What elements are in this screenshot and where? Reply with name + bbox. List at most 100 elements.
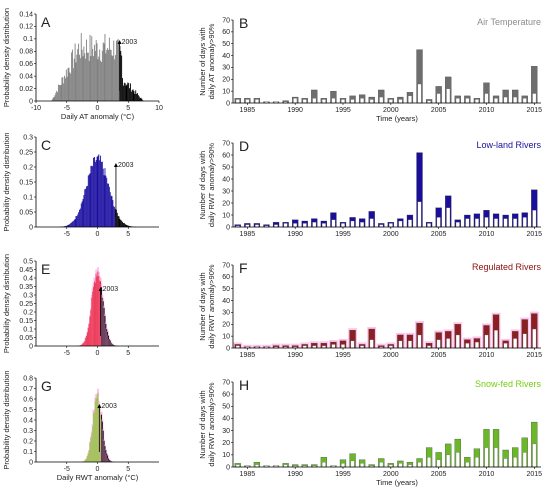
hist-bin xyxy=(109,49,111,101)
bar-inner xyxy=(388,223,393,228)
bar-inner xyxy=(474,341,479,349)
y-tick-label: 0.3 xyxy=(23,134,33,141)
bar-inner xyxy=(446,88,451,104)
y-tick-label: 0.5 xyxy=(23,407,33,414)
hist-bin xyxy=(85,188,87,227)
hist-bin xyxy=(93,157,94,227)
hist-bin xyxy=(86,185,88,227)
bar-inner xyxy=(465,461,470,468)
bar-inner xyxy=(312,98,317,104)
hist-bin xyxy=(94,161,96,227)
x-tick-label: 10 xyxy=(155,105,163,112)
panel-letter-a: A xyxy=(41,14,51,30)
hist-bin xyxy=(57,92,58,101)
y-tick-label: 70 xyxy=(222,262,230,269)
hist-bin xyxy=(117,215,119,227)
bar-axes xyxy=(232,20,541,104)
hist-bin xyxy=(115,55,116,101)
y-tick-label: 0.05 xyxy=(19,209,33,216)
y-tick-label: 0 xyxy=(29,224,33,231)
hist-bin xyxy=(100,60,102,101)
bar-inner xyxy=(369,99,374,104)
hist-bin xyxy=(60,84,62,101)
y-tick-label: 0.15 xyxy=(19,318,33,325)
hist-bin xyxy=(137,95,139,101)
hist-bin xyxy=(65,69,67,101)
hist-bin xyxy=(78,43,80,101)
hist-bin xyxy=(72,221,73,227)
bar-inner xyxy=(379,461,384,468)
y-tick-label: 0.15 xyxy=(19,179,33,186)
hist-bin xyxy=(77,214,79,227)
y-tick-label: 0.7 xyxy=(23,386,33,393)
bar-inner xyxy=(312,222,317,228)
y-tick-label: 40 xyxy=(222,53,230,60)
hist-bin xyxy=(130,91,132,101)
x-tick-label: 2005 xyxy=(431,352,447,359)
hist-bin xyxy=(71,222,73,227)
hist-bin xyxy=(111,55,113,101)
y-tick-label: 20 xyxy=(222,440,230,447)
bar-inner xyxy=(350,99,355,104)
y-tick-label: 20 xyxy=(222,322,230,329)
panel-title: Low-land Rivers xyxy=(476,140,541,150)
y-tick-label: 0.05 xyxy=(19,335,33,342)
y-tick-label: 0.3 xyxy=(23,428,33,435)
bar-inner xyxy=(474,457,479,468)
hist-bin xyxy=(114,59,116,101)
y-tick-label: 0.45 xyxy=(19,267,33,274)
hist-bin xyxy=(131,89,133,101)
hist-bin xyxy=(66,225,68,227)
annotation-2003: 2003 xyxy=(118,162,134,169)
bar-inner xyxy=(532,443,537,468)
bar-inner xyxy=(331,219,336,228)
hist-bin xyxy=(102,42,104,101)
hist-ylabel: Probability density distribution xyxy=(2,8,11,107)
bar-halo xyxy=(262,344,271,348)
hist-bin xyxy=(108,49,109,101)
hist-bin xyxy=(72,221,74,227)
y-tick-label: 0.1 xyxy=(23,36,33,43)
hist-bin xyxy=(116,40,118,101)
hist-bin xyxy=(135,90,137,101)
hist-bin xyxy=(72,68,74,101)
bar-inner xyxy=(235,99,240,104)
bar-inner xyxy=(388,99,393,104)
hist-bin xyxy=(51,99,53,101)
hist-bin xyxy=(128,83,130,101)
hist-bin xyxy=(90,56,92,101)
hist-bin xyxy=(127,82,129,101)
y-tick-label: 70 xyxy=(222,379,230,386)
bar-inner xyxy=(513,96,518,104)
y-tick-label: 0 xyxy=(226,345,230,352)
bar-inner xyxy=(503,458,508,468)
y-tick-label: 0.2 xyxy=(23,438,33,445)
x-tick-label: 5 xyxy=(126,466,130,473)
bar-inner xyxy=(417,83,422,104)
bar-inner xyxy=(283,223,288,228)
hist-bin xyxy=(79,54,80,101)
y-tick-label: 0.04 xyxy=(19,73,33,80)
hist-bin xyxy=(84,189,86,227)
y-tick-label: 60 xyxy=(222,29,230,36)
y-tick-label: 40 xyxy=(222,416,230,423)
bar-inner xyxy=(465,98,470,104)
hist-bin xyxy=(140,97,142,101)
hist-bin xyxy=(75,62,77,101)
hist-bin xyxy=(109,192,111,227)
y-tick-label: 50 xyxy=(222,164,230,171)
bar-inner xyxy=(494,330,498,349)
hist-bin xyxy=(112,56,114,101)
x-tick-label: -5 xyxy=(64,466,70,473)
bar-inner xyxy=(436,339,441,349)
hist-bin xyxy=(107,48,109,101)
hist-ylabel: Probability density distribution xyxy=(2,370,11,469)
hist-bin xyxy=(114,207,116,227)
bar-ylabel-line1: Number of days with xyxy=(198,390,207,458)
y-tick-label: 30 xyxy=(222,310,230,317)
y-tick-label: 20 xyxy=(222,200,230,207)
hist-bin xyxy=(79,58,81,101)
bar-inner xyxy=(455,334,460,349)
bar-inner xyxy=(369,339,374,349)
hist-bin xyxy=(68,224,70,227)
